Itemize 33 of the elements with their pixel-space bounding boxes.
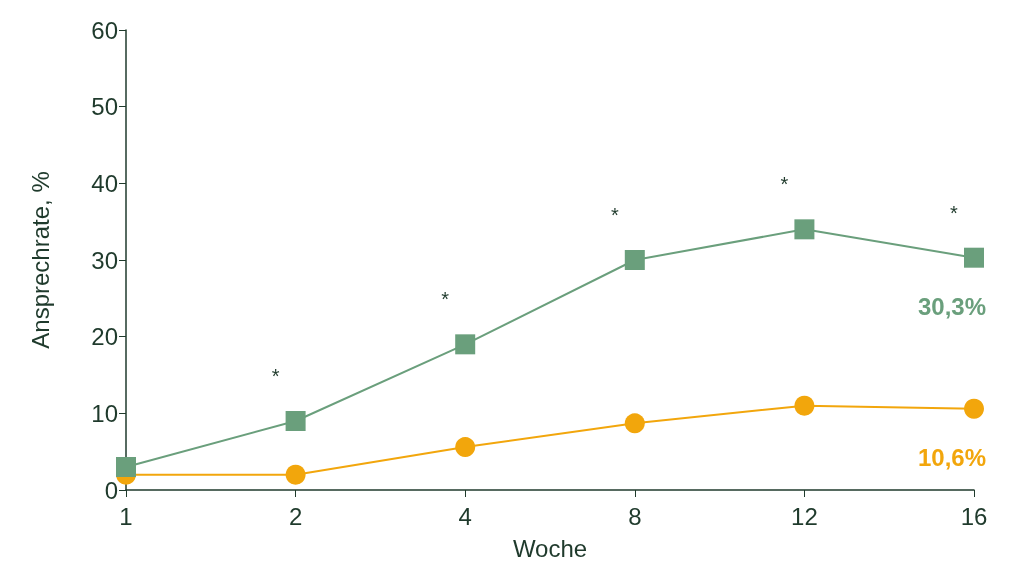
- point: [964, 247, 984, 268]
- x-tick-label: 2: [288, 502, 303, 530]
- point: [794, 395, 815, 416]
- y-tick-label: 60: [91, 16, 118, 44]
- point: [455, 437, 476, 458]
- annotation: *: [950, 201, 959, 224]
- y-tick-label: 30: [91, 246, 118, 274]
- x-tick-label: 12: [791, 502, 818, 530]
- y-tick-label: 20: [91, 323, 118, 351]
- x-axis-title: Woche: [512, 534, 588, 562]
- point: [624, 413, 645, 434]
- point: [285, 411, 306, 431]
- point: [285, 464, 306, 485]
- annotation: *: [610, 204, 619, 226]
- data-label: 10,6%: [917, 444, 987, 472]
- x-tick-label: 1: [119, 502, 133, 530]
- data-label: 30,3%: [917, 293, 987, 321]
- x-tick-label: 4: [458, 502, 472, 530]
- point: [964, 398, 984, 419]
- x-tick-label: 8: [628, 502, 642, 530]
- y-tick-label: 40: [91, 169, 118, 197]
- x-tick-label: 16: [960, 502, 988, 530]
- annotation: *: [780, 173, 789, 196]
- point: [455, 334, 476, 355]
- y-tick-label: 50: [91, 93, 118, 121]
- y-tick-label: 0: [104, 476, 118, 504]
- y-tick-label: 10: [91, 399, 118, 427]
- annotation: *: [271, 365, 280, 387]
- point: [116, 457, 136, 477]
- point: [794, 219, 815, 240]
- y-axis-title: Ansprechrate, %: [26, 171, 54, 349]
- annotation: *: [441, 288, 450, 311]
- point: [624, 250, 645, 270]
